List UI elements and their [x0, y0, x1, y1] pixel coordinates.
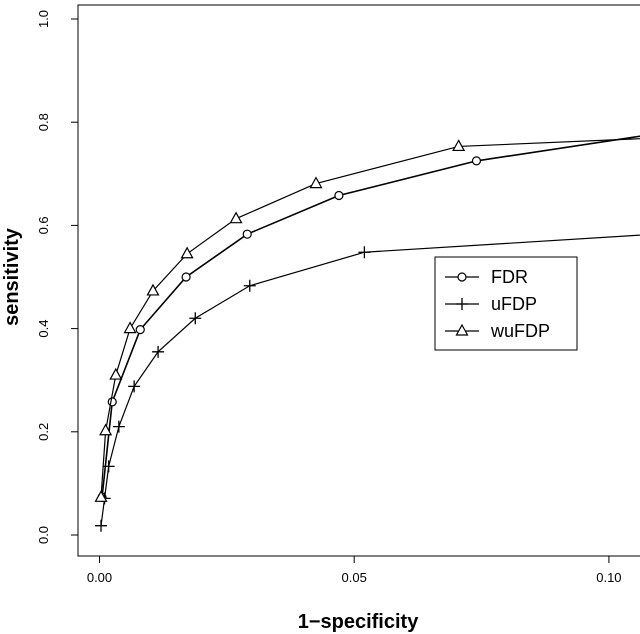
y-axis-title: sensitivity: [1, 227, 23, 326]
legend-label: uFDP: [491, 294, 537, 314]
data-point: [107, 397, 117, 407]
series-line: [101, 135, 640, 498]
legend: FDR uFDP wuFDP: [434, 256, 578, 351]
y-tick-label: 0.2: [36, 423, 51, 441]
series-fdr: [97, 135, 640, 502]
data-point: [242, 229, 252, 239]
data-point: [334, 190, 344, 201]
y-tick-label: 0.0: [36, 526, 51, 544]
data-point: [95, 519, 108, 532]
legend-marker-triangle: [455, 323, 469, 336]
series-ufdp: [95, 234, 640, 532]
data-point: [181, 272, 191, 282]
legend-label: FDR: [491, 267, 528, 287]
data-point: [146, 283, 160, 296]
y-tick-label: 0.8: [36, 113, 51, 131]
data-point: [152, 345, 165, 358]
data-point: [189, 312, 202, 325]
legend-marker-plus: [456, 298, 468, 310]
x-tick-label: 0.10: [596, 570, 621, 585]
series-line: [100, 138, 640, 498]
data-point: [358, 246, 371, 259]
data-point: [102, 460, 115, 473]
legend-marker-circle: [457, 272, 467, 282]
x-tick-label: 0.05: [342, 570, 367, 585]
data-point: [123, 321, 137, 334]
y-tick-label: 0.6: [36, 216, 51, 234]
data-point: [243, 279, 256, 292]
data-point: [229, 211, 243, 224]
y-tick-label: 0.4: [36, 320, 51, 338]
data-point: [99, 423, 113, 436]
data-point: [471, 156, 482, 166]
data-point: [94, 490, 108, 502]
data-point: [128, 380, 141, 393]
data-point: [109, 367, 123, 380]
data-point: [135, 325, 145, 335]
series-line: [100, 234, 640, 526]
x-tick-label: 0.00: [87, 570, 112, 585]
data-point: [112, 420, 125, 433]
data-point: [309, 176, 323, 189]
data-point: [180, 246, 194, 259]
legend-label: wuFDP: [490, 321, 550, 341]
series-wufdp: [94, 138, 640, 502]
data-point: [452, 139, 466, 152]
x-axis-title: 1−specificity: [298, 611, 420, 633]
plot-frame: [77, 4, 640, 557]
y-tick-label: 1.0: [36, 10, 51, 28]
